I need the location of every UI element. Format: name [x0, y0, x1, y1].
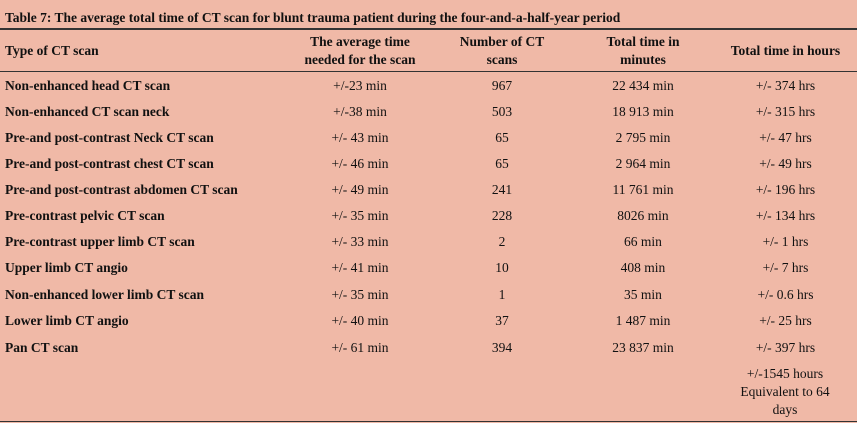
cell: 37	[495, 313, 509, 328]
cell: 35 min	[624, 287, 662, 302]
column-header: Type of CT scan	[5, 43, 99, 58]
cell: +/-23 min	[333, 78, 387, 93]
cell: 241	[491, 182, 513, 197]
cell: 23 837 min	[612, 340, 674, 355]
row-label: Pre-contrast pelvic CT scan	[5, 208, 165, 223]
cell: 65	[495, 130, 509, 145]
cell: +/- 40 min	[331, 313, 389, 328]
cell: 228	[491, 208, 513, 223]
cell: 18 913 min	[612, 104, 674, 119]
cell: +/- 47 hrs	[759, 130, 812, 145]
cell: 1	[498, 287, 506, 302]
cell: +/-38 min	[333, 104, 387, 119]
cell: +/- 134 hrs	[755, 208, 816, 223]
column-header: Number of CT scans	[459, 34, 545, 67]
cell: 10	[495, 260, 509, 275]
total-cell: +/-1545 hours Equivalent to 64 days	[740, 366, 830, 417]
cell: +/- 46 min	[331, 156, 389, 171]
cell: 967	[491, 78, 513, 93]
column-header: The average time needed for the scan	[304, 34, 416, 67]
bottom-rule	[0, 421, 857, 422]
cell: +/- 35 min	[331, 208, 389, 223]
cell: +/- 61 min	[331, 340, 389, 355]
cell: +/- 196 hrs	[755, 182, 816, 197]
row-label: Pre-and post-contrast abdomen CT scan	[5, 182, 238, 197]
cell: 408 min	[620, 260, 666, 275]
column-header: Total time in hours	[730, 43, 841, 58]
cell: +/- 315 hrs	[755, 104, 816, 119]
cell: +/- 49 hrs	[759, 156, 812, 171]
cell: +/- 43 min	[331, 130, 389, 145]
cell: +/- 25 hrs	[759, 313, 812, 328]
row-label: Pre-and post-contrast Neck CT scan	[5, 130, 214, 145]
cell: 8026 min	[617, 208, 669, 223]
row-label: Lower limb CT angio	[5, 313, 129, 328]
cell: 2 964 min	[615, 156, 671, 171]
row-label: Non-enhanced head CT scan	[5, 78, 171, 93]
cell: +/- 1 hrs	[762, 234, 809, 249]
cell: 1 487 min	[615, 313, 671, 328]
row-label: Pan CT scan	[5, 340, 79, 355]
cell: +/- 35 min	[331, 287, 389, 302]
title-rule	[0, 28, 857, 30]
cell: +/- 49 min	[331, 182, 389, 197]
cell: +/- 0.6 hrs	[757, 287, 814, 302]
table-title: Table 7: The average total time of CT sc…	[5, 10, 621, 25]
cell: +/- 41 min	[331, 260, 389, 275]
cell: 394	[491, 340, 513, 355]
row-label: Upper limb CT angio	[5, 260, 128, 275]
row-label: Pre-and post-contrast chest CT scan	[5, 156, 214, 171]
row-label: Non-enhanced lower limb CT scan	[5, 287, 205, 302]
row-label: Non-enhanced CT scan neck	[5, 104, 170, 119]
cell: +/- 374 hrs	[755, 78, 816, 93]
cell: 22 434 min	[612, 78, 674, 93]
cell: 503	[491, 104, 513, 119]
cell: +/- 33 min	[331, 234, 389, 249]
cell: +/- 397 hrs	[755, 340, 816, 355]
cell: 2	[498, 234, 506, 249]
column-header: Total time in minutes	[606, 34, 680, 67]
cell: 11 761 min	[612, 182, 674, 197]
cell: 2 795 min	[615, 130, 671, 145]
row-label: Pre-contrast upper limb CT scan	[5, 234, 195, 249]
header-rule	[0, 71, 857, 72]
cell: +/- 7 hrs	[762, 260, 809, 275]
cell: 65	[495, 156, 509, 171]
cell: 66 min	[624, 234, 662, 249]
